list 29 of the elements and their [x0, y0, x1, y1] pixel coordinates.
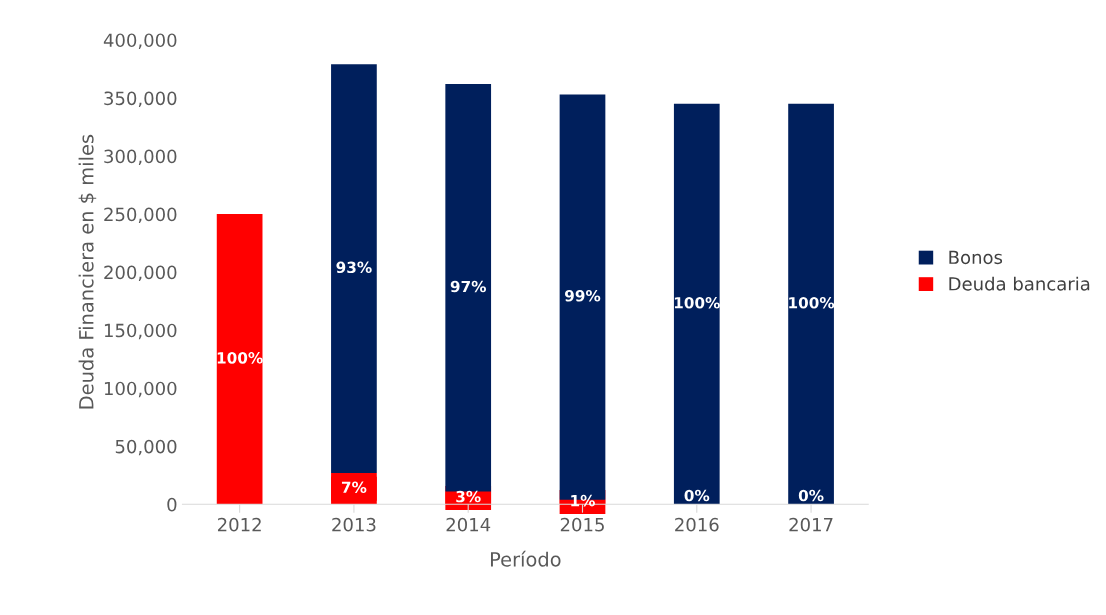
y-tick-label: 0: [167, 497, 177, 512]
y-tick-label: 400,000: [103, 33, 177, 49]
x-tick-label: 2014: [446, 517, 491, 532]
annotation: 3%: [456, 490, 481, 503]
y-tick-label: 150,000: [104, 323, 177, 340]
annotation: 100%: [217, 352, 263, 364]
x-tick-label: 2016: [675, 517, 719, 532]
annotation: 7%: [341, 481, 367, 494]
legend-label: Deuda bancaria: [949, 276, 1090, 291]
annotation: 100%: [674, 296, 720, 309]
x-tick-label: 2013: [332, 517, 376, 532]
annotation: 0%: [684, 489, 710, 502]
y-tick-label: 250,000: [104, 207, 177, 224]
annotation: 97%: [450, 280, 486, 293]
y-tick-label: 100,000: [104, 381, 177, 398]
annotation: 100%: [789, 296, 835, 309]
x-tick-label: 2012: [217, 517, 261, 532]
y-axis-title: Deuda Financiera en $ miles: [78, 134, 97, 409]
y-tick-label: 350,000: [104, 91, 177, 107]
x-tick-label: 2017: [789, 517, 833, 532]
x-tick-label: 2015: [560, 517, 604, 532]
y-tick-label: 200,000: [104, 265, 177, 282]
x-axis-title: Período: [491, 550, 561, 567]
legend-label: Bonos: [949, 250, 1003, 265]
y-tick-label: 300,000: [104, 149, 177, 166]
annotation: 0%: [798, 489, 824, 502]
annotation: 93%: [336, 261, 372, 274]
y-tick-label: 50,000: [115, 439, 177, 456]
annotation: 99%: [565, 289, 601, 302]
